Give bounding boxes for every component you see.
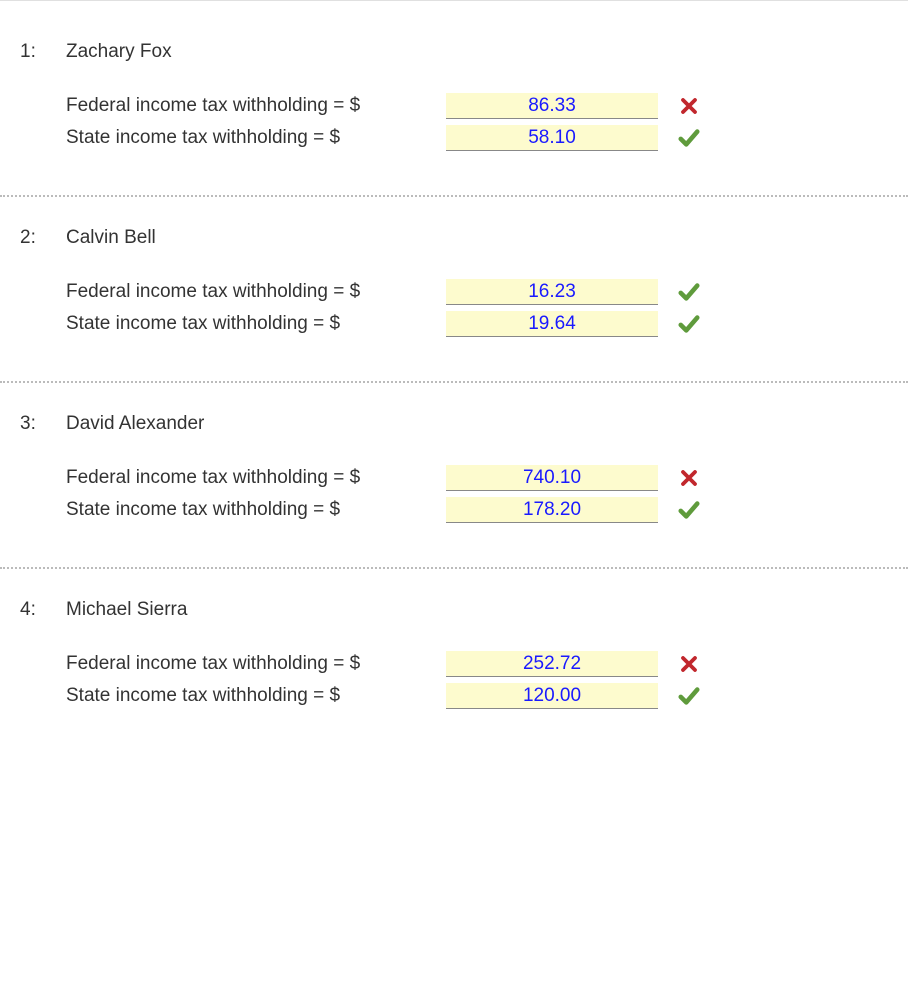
check-icon <box>676 497 702 523</box>
entry-number: 3: <box>20 413 66 435</box>
federal-input[interactable]: 16.23 <box>446 279 658 305</box>
state-label: State income tax withholding = $ <box>66 127 446 149</box>
check-icon <box>676 279 702 305</box>
check-icon <box>676 683 702 709</box>
state-label: State income tax withholding = $ <box>66 499 446 521</box>
entry: 2:Calvin Bell Federal income tax withhold… <box>0 197 908 381</box>
cross-icon <box>676 465 702 491</box>
federal-label: Federal income tax withholding = $ <box>66 281 446 303</box>
entry-header: 1:Zachary Fox <box>20 41 888 63</box>
entry-name: Calvin Bell <box>66 227 156 249</box>
cross-icon <box>676 93 702 119</box>
state-row: State income tax withholding = $58.10 <box>66 123 888 153</box>
state-row: State income tax withholding = $19.64 <box>66 309 888 339</box>
entry-name: David Alexander <box>66 413 204 435</box>
federal-row: Federal income tax withholding = $16.23 <box>66 277 888 307</box>
federal-label: Federal income tax withholding = $ <box>66 95 446 117</box>
entry-name: Michael Sierra <box>66 599 187 621</box>
entry-header: 2:Calvin Bell <box>20 227 888 249</box>
entry-number: 4: <box>20 599 66 621</box>
federal-row: Federal income tax withholding = $252.72 <box>66 649 888 679</box>
entry-number: 1: <box>20 41 66 63</box>
state-input[interactable]: 58.10 <box>446 125 658 151</box>
entry: 1:Zachary Fox Federal income tax withhold… <box>0 11 908 195</box>
entry-number: 2: <box>20 227 66 249</box>
state-input[interactable]: 19.64 <box>446 311 658 337</box>
cross-icon <box>676 651 702 677</box>
federal-input[interactable]: 252.72 <box>446 651 658 677</box>
entry: 3:David Alexander Federal income tax with… <box>0 383 908 567</box>
federal-input[interactable]: 740.10 <box>446 465 658 491</box>
state-label: State income tax withholding = $ <box>66 313 446 335</box>
check-icon <box>676 125 702 151</box>
state-input[interactable]: 178.20 <box>446 497 658 523</box>
entry-name: Zachary Fox <box>66 41 172 63</box>
federal-label: Federal income tax withholding = $ <box>66 467 446 489</box>
federal-input[interactable]: 86.33 <box>446 93 658 119</box>
entry-header: 3:David Alexander <box>20 413 888 435</box>
state-row: State income tax withholding = $178.20 <box>66 495 888 525</box>
federal-label: Federal income tax withholding = $ <box>66 653 446 675</box>
federal-row: Federal income tax withholding = $86.33 <box>66 91 888 121</box>
state-row: State income tax withholding = $120.00 <box>66 681 888 711</box>
state-input[interactable]: 120.00 <box>446 683 658 709</box>
check-icon <box>676 311 702 337</box>
entry-header: 4:Michael Sierra <box>20 599 888 621</box>
entry: 4:Michael Sierra Federal income tax withh… <box>0 569 908 753</box>
state-label: State income tax withholding = $ <box>66 685 446 707</box>
federal-row: Federal income tax withholding = $740.10 <box>66 463 888 493</box>
